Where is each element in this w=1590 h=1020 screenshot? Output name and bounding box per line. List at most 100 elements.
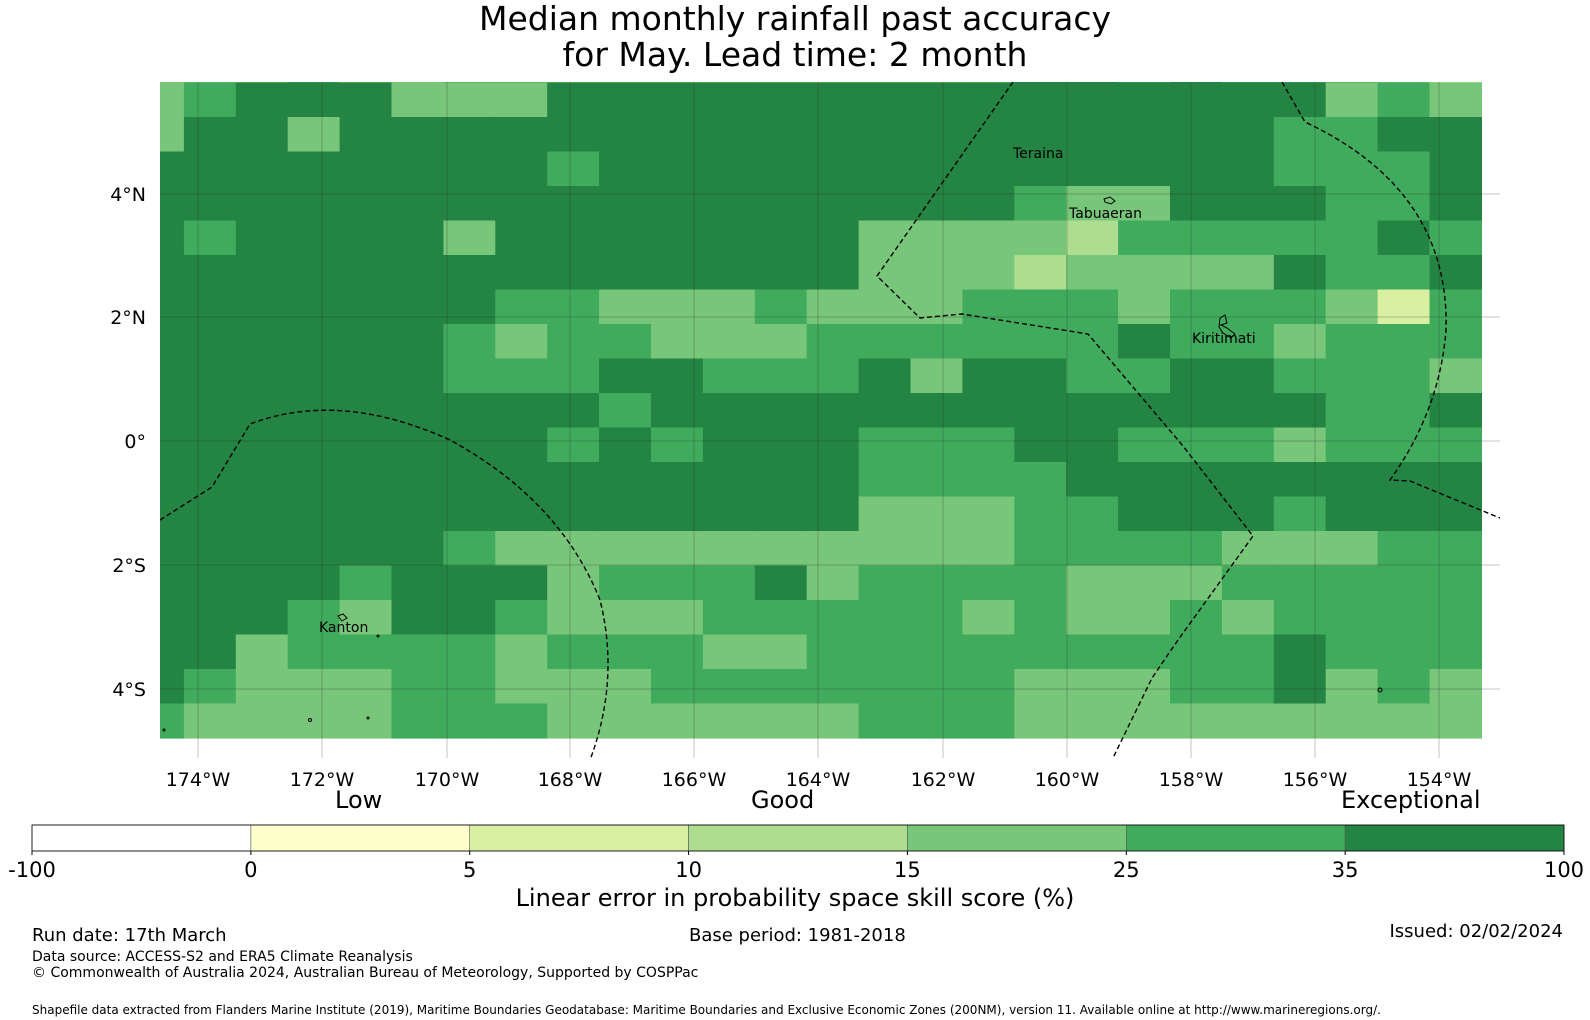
skill-cell (1170, 186, 1223, 222)
skill-cell (702, 358, 756, 394)
skill-cell (1170, 255, 1223, 291)
skill-cell (858, 255, 912, 291)
skill-cell (1377, 634, 1431, 670)
skill-cell (495, 255, 548, 291)
colorbar-title: Linear error in probability space skill … (515, 884, 1075, 912)
skill-cell (1066, 669, 1119, 705)
skill-cell (599, 324, 652, 360)
skill-cell (1325, 462, 1379, 498)
skill-cell (858, 496, 912, 532)
skill-cell (702, 531, 756, 567)
skill-cell (547, 669, 600, 705)
skill-cell (1325, 358, 1379, 394)
skill-cell (1221, 634, 1275, 670)
colorbar-segment (907, 824, 1127, 852)
skill-cell (910, 600, 963, 636)
latitude-tick-label: 2°N (110, 307, 146, 329)
skill-cell (1221, 186, 1275, 222)
skill-cell (1325, 600, 1379, 636)
skill-cell (443, 186, 496, 222)
skill-cell (1273, 703, 1327, 739)
skill-cell (858, 117, 912, 153)
skill-cell (858, 393, 912, 429)
skill-cell (806, 358, 860, 394)
colorbar-tick-label: -100 (8, 858, 56, 882)
skill-cell (651, 151, 704, 187)
skill-cell (1170, 289, 1223, 325)
skill-cell (806, 255, 860, 291)
skill-cell (495, 117, 548, 153)
skill-cell (1170, 462, 1223, 498)
skill-cell (339, 151, 393, 187)
skill-cell (235, 703, 289, 739)
longitude-tick-label: 172°W (290, 769, 355, 791)
skill-cell (1014, 427, 1067, 463)
skill-cell (391, 255, 444, 291)
skill-cell (1377, 703, 1431, 739)
skill-cell (806, 186, 860, 222)
skill-cell (1429, 565, 1482, 601)
skill-cell (910, 220, 963, 256)
skill-cell (599, 565, 652, 601)
skill-cell (391, 289, 444, 325)
skill-cell (1377, 393, 1431, 429)
skill-cell (1221, 393, 1275, 429)
skill-cell (1325, 117, 1379, 153)
skill-cell (806, 669, 860, 705)
skill-cell (495, 531, 548, 567)
skill-cell (183, 462, 237, 498)
skill-cell (1118, 531, 1171, 567)
skill-cell (1325, 82, 1379, 84)
skill-cell (443, 462, 496, 498)
skill-cell (1118, 669, 1171, 705)
skill-cell (1273, 82, 1327, 118)
skill-cell (1429, 186, 1482, 222)
skill-cell (1170, 427, 1223, 463)
colorbar-label-exceptional: Exceptional (1341, 786, 1481, 814)
skill-cell (160, 117, 185, 153)
skill-cell (1118, 117, 1171, 153)
skill-cell (287, 82, 341, 118)
skill-cell (1014, 565, 1067, 601)
skill-cell (1377, 255, 1431, 291)
skill-cell (287, 427, 341, 463)
skill-cell (651, 634, 704, 670)
skill-cell (1429, 427, 1482, 463)
skill-cell (443, 289, 496, 325)
skill-cell (287, 358, 341, 394)
longitude-tick-label: 174°W (166, 769, 231, 791)
skill-cell (235, 186, 289, 222)
skill-cell (183, 703, 237, 739)
skill-cell (443, 82, 496, 84)
skill-cell (287, 462, 341, 498)
skill-cell (495, 82, 548, 84)
skill-cell (1325, 669, 1379, 705)
islands (162, 196, 1383, 732)
skill-cell (1014, 531, 1067, 567)
skill-cell (599, 531, 652, 567)
skill-cell (183, 117, 237, 153)
skill-cell (339, 531, 393, 567)
eez-boundary-line (1281, 82, 1500, 519)
chart-title-line-2: for May. Lead time: 2 month (562, 35, 1028, 74)
skill-cell (910, 634, 963, 670)
colorbar-segment (1344, 824, 1565, 852)
skill-cell (391, 324, 444, 360)
skill-cell (1118, 186, 1171, 222)
skill-cell (160, 82, 185, 118)
skill-cell (599, 82, 652, 84)
skill-cell (806, 393, 860, 429)
skill-cell (183, 634, 237, 670)
skill-cell (1273, 358, 1327, 394)
skill-cell (495, 565, 548, 601)
skill-cell (1014, 393, 1067, 429)
skill-cell (910, 565, 963, 601)
graticule (160, 82, 1500, 758)
skill-cell (1221, 255, 1275, 291)
skill-cell (1325, 565, 1379, 601)
skill-cell (754, 565, 808, 601)
skill-cell (1325, 703, 1379, 739)
skill-cell (1273, 634, 1327, 670)
skill-cell (599, 186, 652, 222)
kanton-island (337, 613, 348, 622)
